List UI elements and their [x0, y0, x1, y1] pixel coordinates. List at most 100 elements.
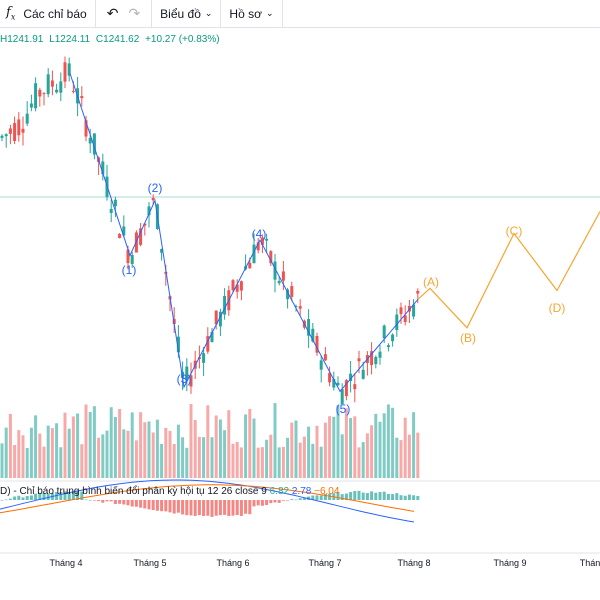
macd-hist-bar — [357, 490, 361, 500]
volume-bar — [109, 407, 113, 478]
volume-bar — [8, 413, 12, 478]
profile-button[interactable]: Hồ sơ ⌄ — [227, 7, 275, 21]
candle-body — [113, 199, 117, 207]
candle-body — [391, 334, 395, 342]
volume-bar — [403, 417, 407, 478]
volume-bar — [223, 430, 227, 478]
volume-bar — [256, 447, 260, 478]
candle-body — [307, 319, 311, 336]
candle-body — [143, 223, 147, 226]
volume-bar — [336, 405, 340, 478]
macd-hist-value: 6.82 — [269, 486, 290, 497]
candle-body — [147, 206, 151, 216]
candle-body — [248, 262, 252, 269]
indicators-group[interactable]: fx Các chỉ báo — [0, 0, 95, 28]
volume-bar — [319, 446, 323, 478]
volume-bar — [277, 447, 281, 478]
toolbar-divider — [281, 0, 283, 28]
undo-icon[interactable]: ↶ — [106, 5, 119, 21]
ohlc-high: H1241.91 — [0, 34, 44, 45]
macd-legend: D) - Chỉ báo trung bình biến đổi phân kỳ… — [0, 486, 339, 497]
candle-body — [361, 369, 365, 379]
macd-hist-bar — [97, 500, 101, 501]
macd-hist-bar — [134, 500, 138, 507]
candle-body — [340, 389, 344, 405]
macd-hist-bar — [42, 492, 46, 500]
candle-body — [206, 336, 210, 352]
candle-body — [218, 311, 222, 327]
volume-bar — [55, 423, 59, 478]
chart-menu[interactable]: Biểu đồ ⌄ — [152, 0, 220, 28]
macd-hist-bar — [277, 500, 281, 503]
volume-bar — [206, 405, 210, 478]
price-chart[interactable]: (1) (2) (3) (4) (5) (A) (B) (C) (D) Tháng 4 Tháng … — [0, 28, 600, 600]
macd-hist-bar — [4, 499, 8, 501]
profile-label: Hồ sơ — [229, 6, 262, 21]
volume-bar — [25, 447, 29, 478]
macd-hist-bar — [382, 491, 386, 500]
chart-type-button[interactable]: Biểu đồ ⌄ — [158, 7, 214, 21]
volume-bar — [67, 428, 71, 478]
macd-hist-bar — [248, 500, 252, 515]
indicators-button[interactable]: Các chỉ báo — [23, 6, 87, 21]
macd-hist-bar — [88, 499, 92, 501]
candle-body — [63, 62, 67, 82]
macd-hist-bar — [281, 500, 285, 501]
candle-body — [92, 133, 96, 155]
projection-wave-line — [417, 211, 600, 329]
function-icon[interactable]: fx — [6, 5, 16, 22]
volume-bar — [265, 439, 269, 478]
volume-bar — [92, 406, 96, 478]
macd-hist-bar — [344, 493, 348, 500]
candle-body — [84, 120, 88, 137]
candle-body — [34, 83, 38, 109]
candle-body — [50, 80, 54, 87]
macd-hist-bar — [361, 492, 365, 500]
volume-bar — [118, 408, 122, 478]
impulse-wave-label: (4) — [252, 227, 267, 241]
volume-bar — [260, 447, 264, 478]
macd-hist-bar — [143, 500, 147, 509]
correction-wave-label: (B) — [460, 331, 476, 345]
macd-hist-bar — [67, 491, 71, 500]
macd-hist-bar — [25, 496, 29, 500]
volume-bar — [231, 443, 235, 478]
volume-bar — [290, 422, 294, 478]
macd-hist-bar — [399, 495, 403, 500]
candle-body — [71, 90, 75, 92]
macd-hist-bar — [168, 500, 172, 513]
volume-bar — [328, 416, 332, 478]
volume-bar — [395, 437, 399, 478]
profile-menu[interactable]: Hồ sơ ⌄ — [221, 0, 281, 28]
macd-hist-bar — [185, 500, 189, 516]
ohlc-close: C1241.62 — [95, 34, 140, 45]
volume-bar — [311, 443, 315, 478]
macd-hist-bar — [412, 495, 416, 500]
chevron-down-icon: ⌄ — [204, 8, 213, 18]
macd-hist-bar — [84, 499, 88, 501]
candle-body — [382, 325, 386, 339]
macd-hist-bar — [109, 500, 113, 502]
macd-hist-bar — [386, 493, 390, 500]
volume-bar — [323, 422, 327, 478]
volume-bar — [407, 434, 411, 478]
volume-bar — [210, 437, 214, 478]
candle-body — [386, 345, 390, 348]
macd-hist-bar — [336, 492, 340, 500]
volume-bar — [248, 408, 252, 478]
redo-icon[interactable]: ↷ — [128, 5, 141, 21]
macd-hist-bar — [38, 492, 42, 500]
volume-bar — [139, 412, 143, 478]
macd-hist-bar — [8, 498, 12, 500]
candle-body — [273, 261, 277, 280]
impulse-wave-label: (3) — [177, 372, 192, 386]
macd-hist-bar — [311, 495, 315, 500]
volume-bar — [185, 447, 189, 478]
volume-bar — [374, 413, 378, 478]
macd-hist-bar — [218, 500, 222, 516]
volume-bar — [244, 414, 248, 478]
macd-hist-bar — [160, 500, 164, 512]
volume-bar — [416, 432, 420, 478]
volume-bar — [0, 443, 4, 478]
volume-bar — [97, 437, 101, 478]
